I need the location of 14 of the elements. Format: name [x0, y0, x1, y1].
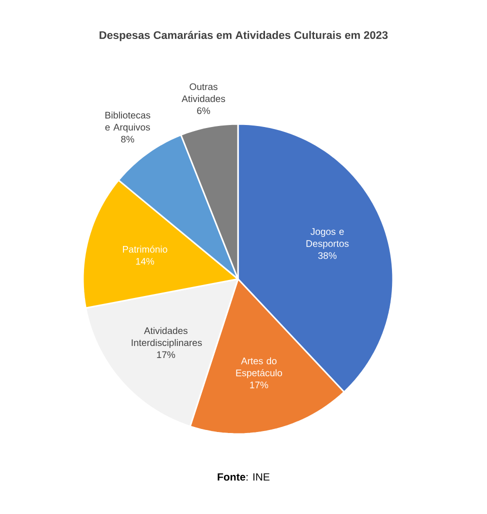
data-label: 17% — [250, 382, 268, 388]
data-label: 8% — [121, 136, 134, 143]
text: Fonte: INE — [218, 473, 270, 481]
data-label: 38% — [318, 252, 337, 259]
data-label: 14% — [136, 258, 154, 265]
slice-label: Bibliotecas e Arquivos — [105, 112, 150, 132]
slice-label: Jogos e Desportos — [306, 228, 349, 249]
data-label: 17% — [157, 351, 176, 358]
data-label: 6% — [197, 107, 210, 114]
slice-label: Património — [123, 246, 168, 253]
chart-title: Despesas Camarárias em Atividades Culturais em 2023 — [100, 30, 388, 42]
slice-label: Atividades Interdisciplinares — [132, 327, 202, 348]
slice-label: Outras Atividades — [182, 83, 226, 102]
slice-label: Artes do Espetáculo — [236, 357, 282, 378]
